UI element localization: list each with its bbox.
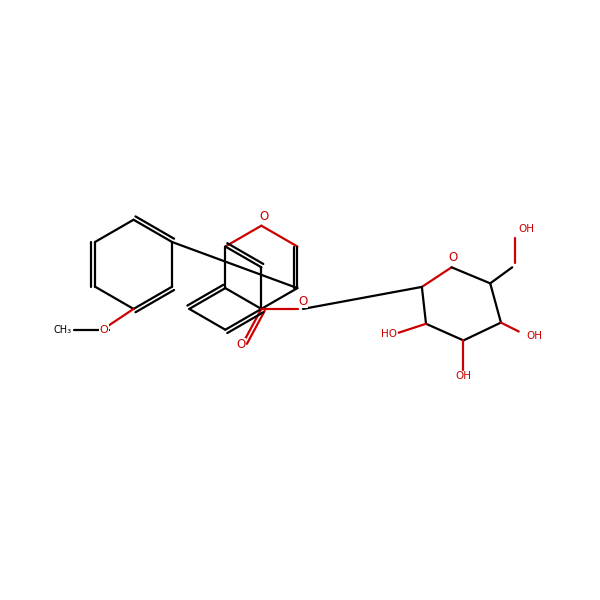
Text: OH: OH [455,371,472,381]
Text: O: O [449,251,458,264]
Text: O: O [100,325,108,335]
Text: OH: OH [518,224,534,233]
Text: OH: OH [526,331,542,341]
Text: O: O [260,210,269,223]
Text: O: O [298,295,308,308]
Text: HO: HO [380,329,397,340]
Text: O: O [236,338,245,352]
Text: CH₃: CH₃ [53,325,72,335]
